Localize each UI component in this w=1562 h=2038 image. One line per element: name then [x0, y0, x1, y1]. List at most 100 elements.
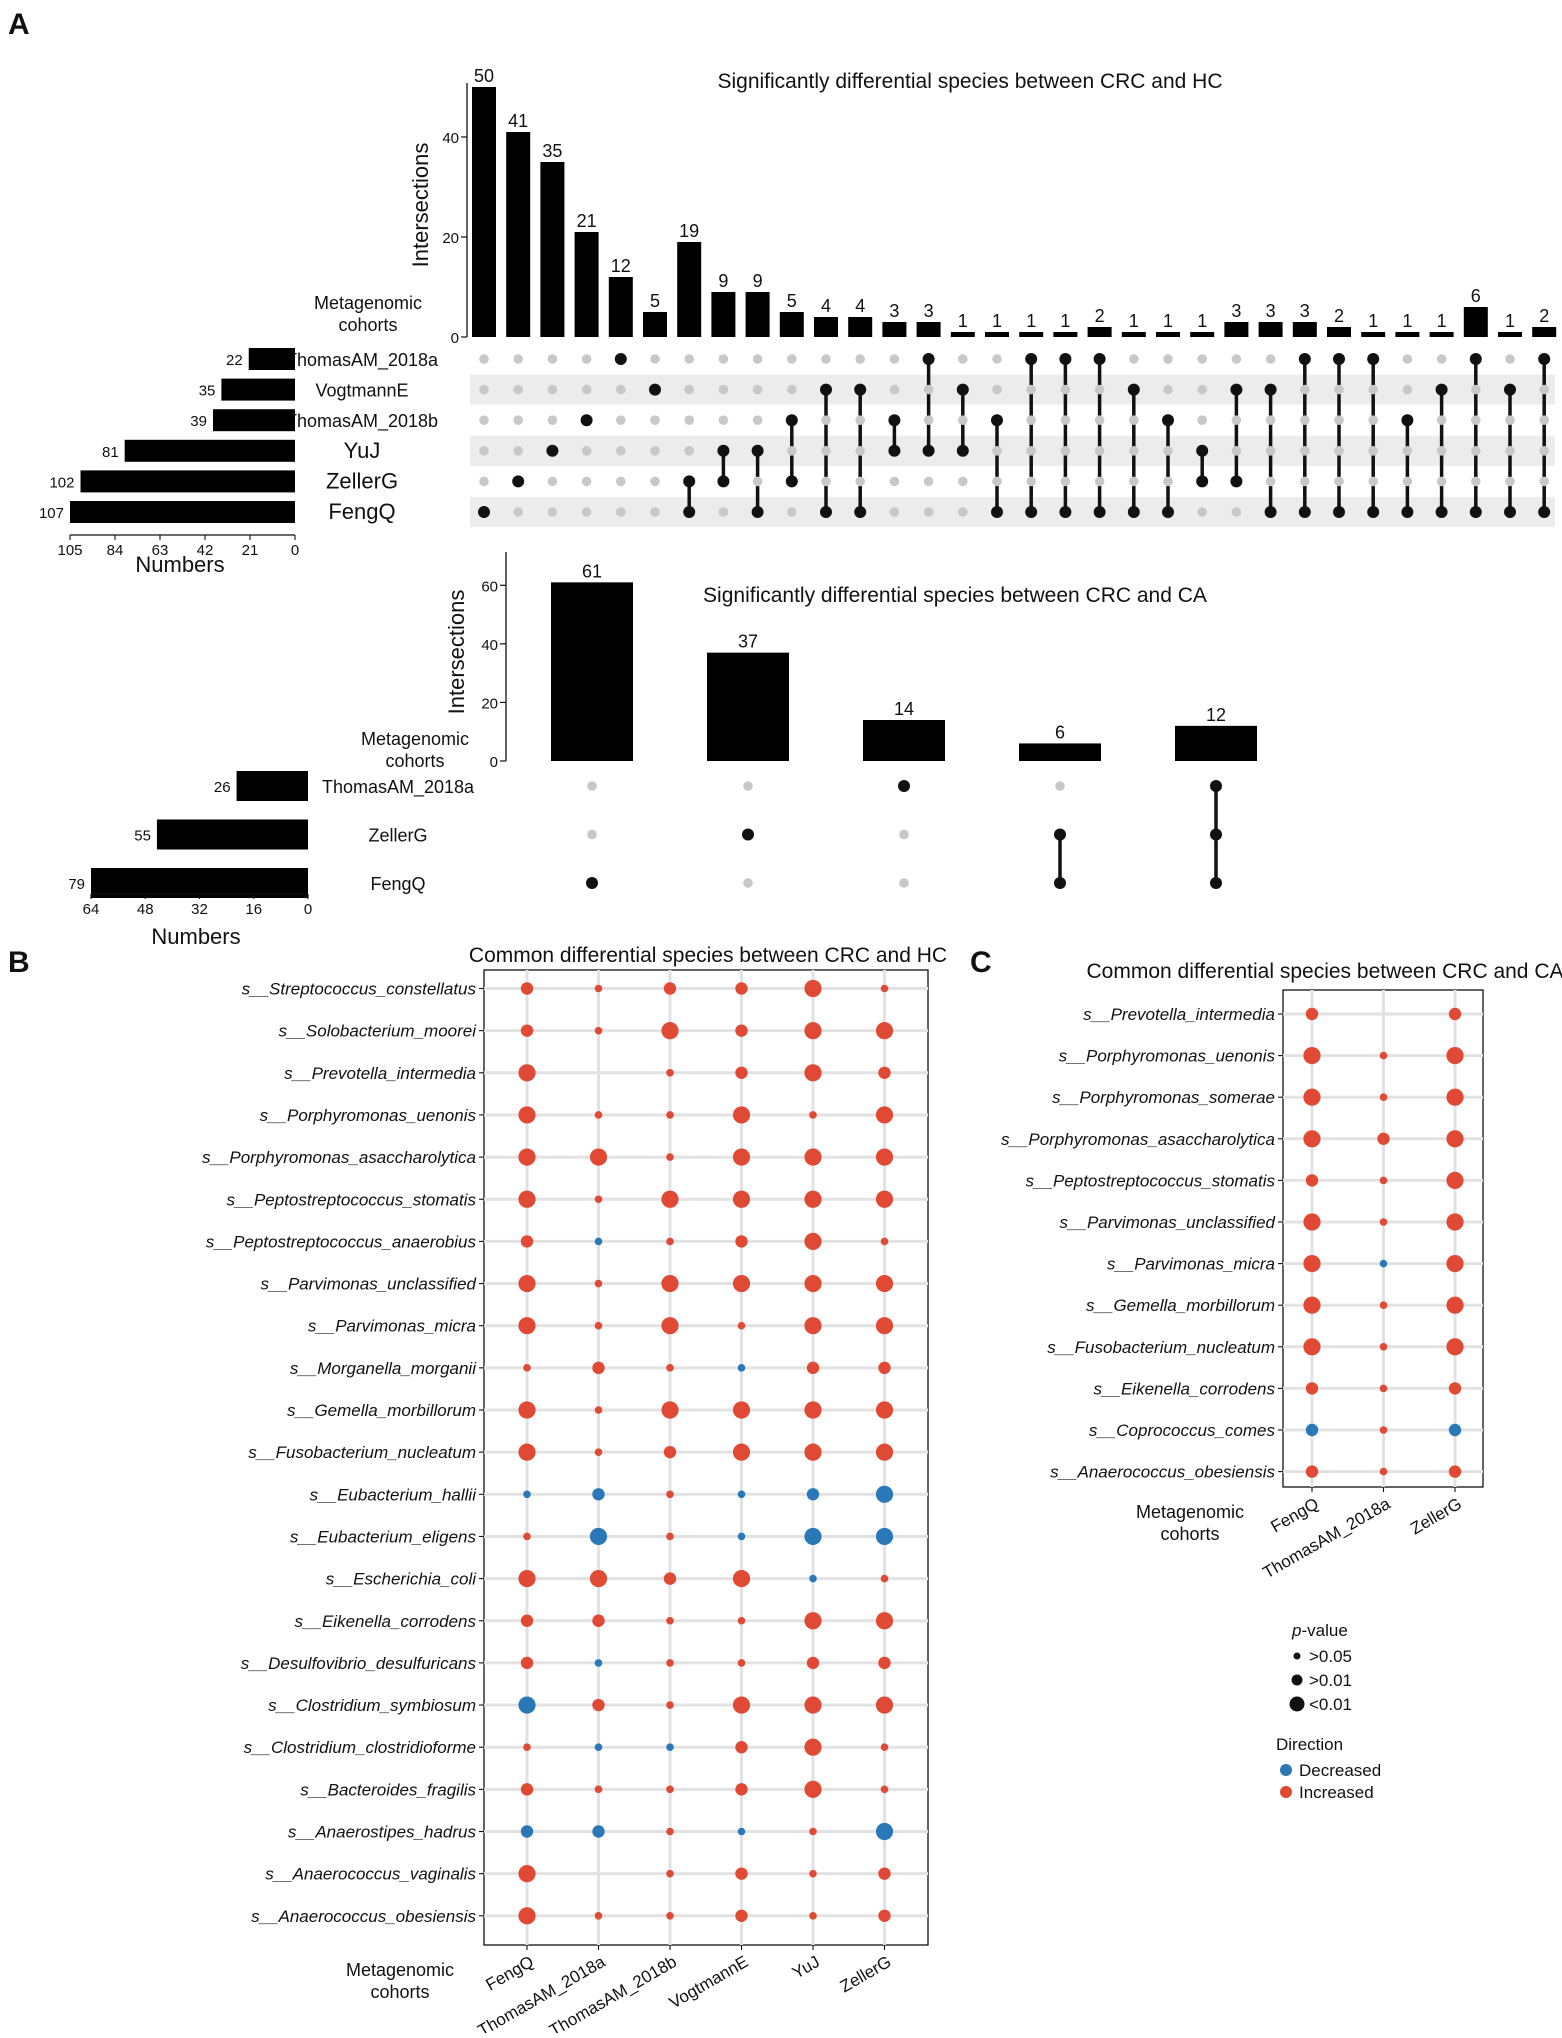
a1-matrix-dot-29-4 — [1471, 476, 1481, 487]
a2-set-label-fengq: FengQ — [370, 874, 425, 894]
c-dot-7-2 — [1446, 1296, 1464, 1314]
b-dot-13-2 — [666, 1532, 674, 1541]
b-dot-3-2 — [666, 1111, 674, 1119]
c-dot-8-1 — [1379, 1343, 1388, 1351]
c-dot-10-0 — [1305, 1423, 1319, 1437]
b-dot-17-2 — [666, 1701, 674, 1709]
b-dot-2-4 — [804, 1064, 822, 1082]
b-dot-21-4 — [809, 1869, 817, 1878]
a2-bar-1 — [707, 652, 789, 761]
c-dot-2-1 — [1379, 1093, 1388, 1101]
b-dot-1-0 — [520, 1024, 534, 1037]
a1-set-bar-zellerg — [80, 470, 296, 493]
a1-matrix-stripe-1 — [470, 374, 1555, 405]
b-dot-17-0 — [518, 1696, 536, 1714]
b-dot-21-5 — [878, 1867, 891, 1880]
b-dot-11-1 — [594, 1448, 603, 1456]
legend-pvalue-title-rest: -value — [1301, 1621, 1347, 1640]
a1-matrix-dot-23-0 — [1265, 354, 1276, 364]
b-xcat-yuj: YuJ — [789, 1952, 823, 1983]
a1-matrix-dot-2-5 — [547, 507, 558, 517]
b-dot-18-0 — [523, 1743, 531, 1751]
c-dot-6-1 — [1379, 1259, 1388, 1268]
a1-matrix-dot-29-0 — [1469, 353, 1482, 365]
a1-set-label-yuj: YuJ — [344, 438, 381, 463]
a1-matrix-dot-17-1 — [1060, 384, 1071, 395]
panel-letter-c: C — [970, 946, 992, 979]
a1-bar-label-20: 1 — [1163, 311, 1173, 331]
b-dot-20-5 — [875, 1822, 894, 1841]
a1-matrix-dot-27-4 — [1402, 476, 1413, 487]
b-dot-10-4 — [804, 1401, 822, 1419]
a1-set-label-vogtmanne: VogtmannE — [315, 381, 408, 401]
a1-matrix-dot-15-1 — [992, 384, 1002, 395]
b-dot-4-5 — [875, 1148, 894, 1166]
b-species-label-2: s__Prevotella_intermedia — [284, 1064, 476, 1083]
a1-matrix-dot-10-2 — [821, 415, 831, 426]
a1-bar-label-16: 1 — [1026, 311, 1036, 331]
a1-bar-31 — [1532, 327, 1557, 337]
a1-matrix-dot-0-1 — [479, 384, 489, 395]
a1-set-label-fengq: FengQ — [328, 499, 395, 524]
b-dot-15-1 — [592, 1614, 605, 1627]
b-dot-12-5 — [875, 1485, 894, 1503]
c-dot-7-1 — [1379, 1301, 1388, 1309]
b-dot-12-4 — [806, 1488, 820, 1501]
b-species-label-4: s__Porphyromonas_asaccharolytica — [202, 1148, 476, 1167]
a1-matrix-dot-4-2 — [616, 415, 626, 426]
a2-ytick-label-0: 0 — [490, 754, 498, 771]
a1-matrix-dot-3-2 — [580, 414, 593, 427]
c-dot-8-2 — [1446, 1338, 1464, 1356]
a1-bar-label-2: 35 — [542, 141, 562, 161]
b-dot-22-3 — [735, 1909, 748, 1923]
a1-bar-label-4: 12 — [611, 256, 631, 276]
a1-matrix-dot-3-5 — [581, 507, 592, 517]
a1-matrix-dot-28-1 — [1435, 383, 1448, 396]
b-dot-4-0 — [518, 1148, 536, 1166]
a1-matrix-dot-1-2 — [513, 415, 523, 426]
a2-matrix-dot-4-2 — [1210, 877, 1222, 889]
a1-title: Significantly differential species betwe… — [717, 70, 1222, 93]
a1-matrix-dot-12-3 — [888, 444, 901, 457]
a1-matrix-dot-8-3 — [751, 444, 764, 457]
a2-set-size-fengq: 79 — [68, 876, 85, 893]
a1-matrix-dot-25-1 — [1334, 384, 1344, 395]
b-dot-6-1 — [594, 1237, 603, 1246]
a1-bar-2 — [540, 162, 565, 337]
legend-pvalue-dot-medium — [1291, 1674, 1303, 1686]
a1-matrix-dot-12-1 — [889, 384, 900, 395]
a1-matrix-dot-8-2 — [752, 415, 763, 426]
b-dot-1-4 — [804, 1022, 822, 1040]
b-dot-13-4 — [804, 1527, 822, 1546]
panel-letter-b: B — [8, 946, 30, 979]
b-dot-14-4 — [809, 1574, 817, 1583]
a1-matrix-dot-12-4 — [889, 476, 900, 487]
b-species-label-16: s__Desulfovibrio_desulfuricans — [241, 1654, 477, 1673]
b-dot-11-2 — [663, 1445, 677, 1459]
b-dot-5-0 — [518, 1190, 536, 1208]
a1-matrix-dot-12-0 — [889, 354, 900, 364]
a1-matrix-dot-26-0 — [1367, 353, 1380, 365]
b-dot-5-1 — [594, 1195, 603, 1204]
a1-matrix-dot-15-3 — [992, 446, 1002, 456]
c-species-label-5: s__Parvimonas_unclassified — [1060, 1213, 1276, 1232]
a1-matrix-dot-8-5 — [751, 506, 764, 518]
a1-bar-label-3: 21 — [577, 211, 597, 231]
a1-matrix-dot-28-5 — [1435, 506, 1448, 518]
a2-matrix-dot-4-0 — [1210, 780, 1222, 792]
a1-matrix-dot-18-4 — [1094, 476, 1105, 487]
b-dot-4-3 — [732, 1148, 751, 1166]
a1-matrix-dot-30-5 — [1504, 506, 1516, 518]
a1-matrix-dot-31-5 — [1538, 506, 1551, 518]
b-dot-1-1 — [594, 1026, 603, 1035]
a1-matrix-dot-11-3 — [855, 446, 865, 456]
a1-matrix-dot-6-1 — [684, 384, 694, 395]
a1-matrix-dot-18-3 — [1094, 446, 1105, 456]
a1-bar-1 — [506, 132, 531, 337]
a1-bar-label-10: 4 — [821, 296, 831, 316]
a1-matrix-dot-9-4 — [785, 475, 798, 488]
c-dot-6-2 — [1446, 1255, 1464, 1273]
c-species-label-2: s__Porphyromonas_somerae — [1052, 1088, 1275, 1107]
c-species-label-7: s__Gemella_morbillorum — [1086, 1296, 1275, 1315]
a2-bar-label-1: 37 — [738, 632, 758, 652]
